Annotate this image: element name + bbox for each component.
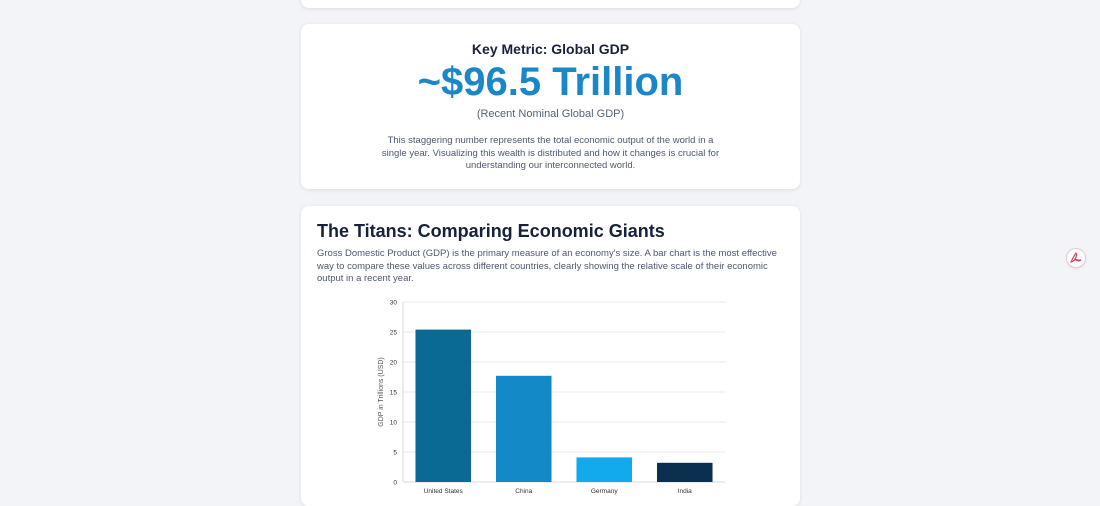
bar-germany (576, 457, 633, 482)
bar-china (495, 375, 552, 482)
bar-india (656, 462, 713, 482)
x-tick-label: Germany (591, 488, 618, 495)
section-title: The Titans: Comparing Economic Giants (317, 221, 665, 241)
y-tick-label: 15 (390, 390, 398, 397)
metric-description: This staggering number represents the to… (381, 135, 720, 171)
x-tick-label: India (678, 488, 692, 495)
key-metric-card: Key Metric: Global GDP ~$96.5 Trillion (… (301, 24, 800, 189)
metric-title: Key Metric: Global GDP (471, 41, 630, 57)
gdp-bar-chart: 0 5 10 15 20 25 30 GDP in Trillions (USD) United… (378, 300, 725, 495)
y-tick-label: 25 (390, 330, 398, 337)
y-tick-label: 10 (390, 420, 398, 427)
economic-giants-card: The Titans: Comparing Economic Giants Gr… (301, 206, 800, 506)
pdf-icon[interactable] (1066, 248, 1086, 268)
bar-united-states (415, 329, 472, 482)
previous-card (301, 0, 800, 8)
y-tick-label: 0 (393, 480, 397, 487)
pdf-glyph (1070, 252, 1082, 263)
x-tick-label: United States (424, 488, 464, 495)
y-axis-title: GDP in Trillions (USD) (378, 357, 385, 427)
y-tick-label: 20 (390, 360, 398, 367)
section-description: Gross Domestic Product (GDP) is the prim… (317, 248, 777, 284)
x-tick-label: China (515, 488, 532, 495)
metric-value: ~$96.5 Trillion (417, 60, 684, 104)
y-tick-label: 30 (390, 300, 398, 307)
y-tick-label: 5 (393, 450, 397, 457)
metric-subtitle: (Recent Nominal Global GDP) (476, 108, 625, 120)
